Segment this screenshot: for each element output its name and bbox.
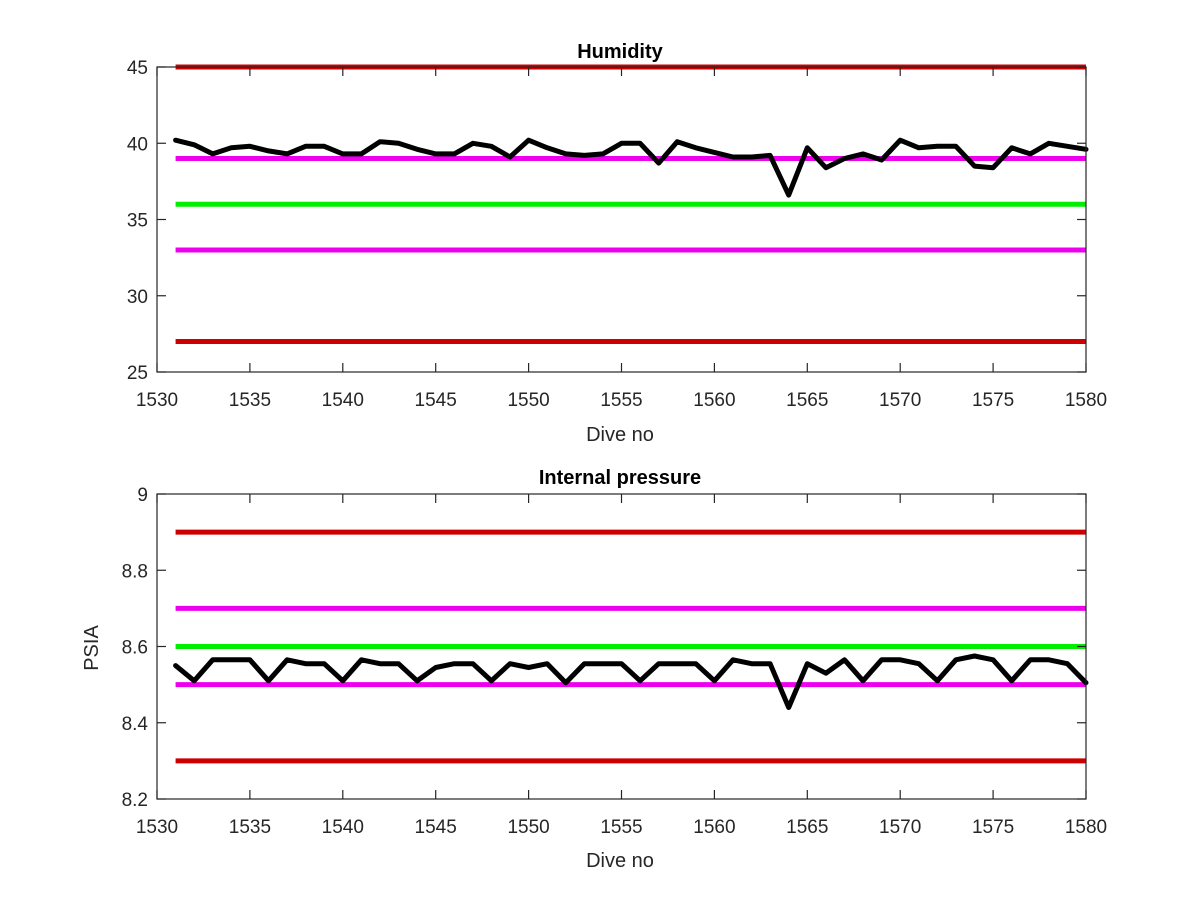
axes-frame: [156, 66, 1087, 373]
y-tick-label: 8.4: [122, 714, 149, 735]
y-tick-label: 45: [127, 58, 148, 79]
chart-title: Internal pressure: [539, 467, 701, 489]
y-tick-label: 9: [137, 485, 148, 506]
internal-pressure-chart: Internal pressure Dive no PSIA 1530 1535 1…: [81, 467, 1107, 872]
x-tick-label: 1555: [600, 390, 642, 411]
x-tick-label: 1550: [507, 390, 549, 411]
x-tick-label: 1540: [322, 390, 364, 411]
y-tick-label: 35: [127, 211, 148, 232]
x-axis-label: Dive no: [586, 850, 654, 872]
chart-title: Humidity: [577, 41, 663, 63]
y-tick-label: 30: [127, 287, 148, 308]
x-tick-label: 1575: [972, 390, 1014, 411]
x-tick-label: 1545: [415, 817, 457, 838]
x-tick-label: 1530: [136, 390, 178, 411]
x-tick-label: 1560: [693, 390, 735, 411]
x-tick-label: 1565: [786, 390, 828, 411]
x-tick-label: 1555: [600, 817, 642, 838]
x-tick-label: 1570: [879, 817, 921, 838]
x-tick-label: 1545: [415, 390, 457, 411]
x-tick-label: 1535: [229, 817, 271, 838]
x-axis-label: Dive no: [586, 424, 654, 446]
humidity-chart: Humidity Dive no 1530 1535 1540 1545 1550 155…: [127, 41, 1107, 446]
x-tick-label: 1560: [693, 817, 735, 838]
x-tick-label: 1535: [229, 390, 271, 411]
y-tick-label: 40: [127, 134, 148, 155]
y-axis-label: PSIA: [81, 625, 103, 671]
y-tick-label: 8.2: [122, 790, 148, 811]
x-tick-label: 1565: [786, 817, 828, 838]
x-tick-label: 1570: [879, 390, 921, 411]
x-tick-label: 1540: [322, 817, 364, 838]
y-tick-label: 8.8: [122, 561, 148, 582]
x-tick-label: 1550: [507, 817, 549, 838]
data-line: [173, 653, 1089, 710]
x-tick-label: 1530: [136, 817, 178, 838]
y-tick-label: 25: [127, 363, 148, 384]
x-tick-label: 1575: [972, 817, 1014, 838]
x-tick-label: 1580: [1065, 817, 1107, 838]
x-tick-label: 1580: [1065, 390, 1107, 411]
y-tick-label: 8.6: [122, 638, 148, 659]
data-line: [173, 137, 1089, 198]
